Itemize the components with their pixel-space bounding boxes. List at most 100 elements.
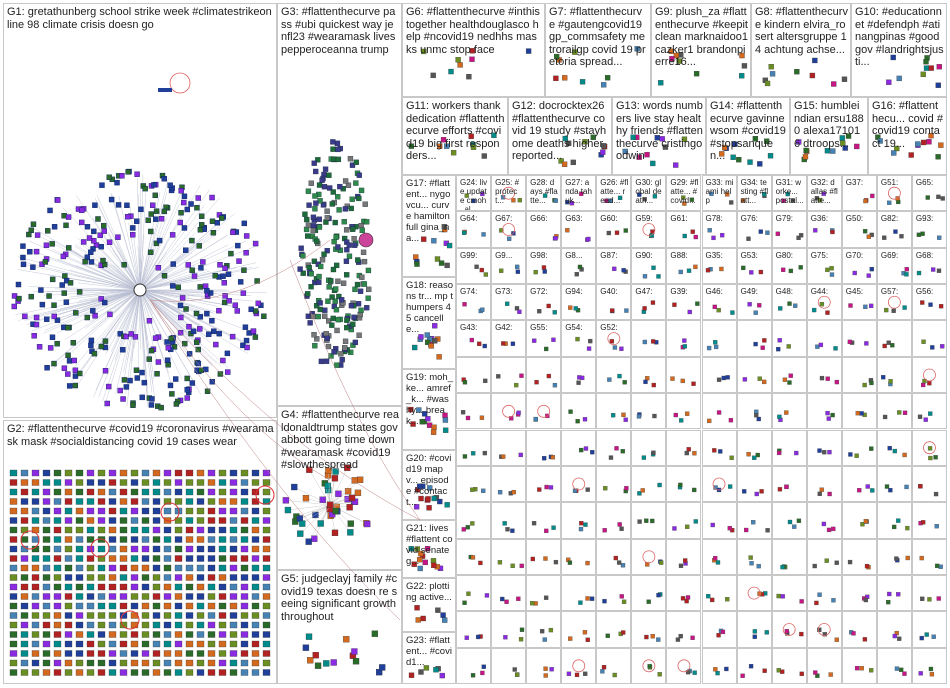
node — [177, 302, 184, 309]
node — [931, 634, 936, 639]
edge — [139, 205, 205, 291]
node — [97, 564, 106, 572]
node — [128, 331, 134, 337]
node — [833, 346, 838, 351]
node — [817, 592, 822, 597]
node — [553, 559, 559, 565]
mini-group-label: G76: — [740, 214, 758, 224]
node — [868, 303, 874, 309]
node — [432, 323, 438, 329]
node — [172, 376, 179, 382]
node — [34, 232, 41, 238]
node — [642, 197, 647, 202]
node — [189, 380, 196, 386]
node — [51, 360, 57, 367]
node — [31, 602, 40, 610]
edge — [139, 232, 196, 291]
node — [347, 529, 354, 536]
node — [462, 600, 467, 605]
node — [86, 235, 93, 241]
node — [49, 241, 55, 247]
node — [583, 671, 588, 676]
node — [928, 666, 934, 672]
mini-group-cell — [561, 647, 597, 684]
mini-group-cell — [596, 465, 632, 503]
node — [502, 521, 507, 526]
node — [262, 479, 271, 486]
node — [860, 522, 865, 527]
mini-group-label: G26: #flatte... read... — [600, 178, 629, 205]
node — [790, 198, 795, 203]
node — [240, 536, 249, 543]
node — [336, 207, 342, 213]
node — [152, 488, 161, 496]
node — [130, 488, 139, 496]
node — [60, 253, 67, 260]
node — [174, 621, 183, 629]
node — [824, 558, 829, 563]
mini-group-cell — [701, 465, 737, 503]
edge — [79, 289, 141, 374]
edge — [139, 174, 144, 291]
node — [308, 180, 314, 186]
node — [152, 631, 161, 638]
mini-group-label: G70: — [845, 250, 864, 260]
edge — [94, 248, 141, 291]
node — [204, 287, 210, 294]
node — [262, 574, 271, 581]
node — [51, 313, 57, 320]
node — [167, 182, 173, 188]
mini-group-cell — [596, 502, 632, 539]
node — [75, 612, 84, 619]
mini-group-cell: G25: #protect... — [491, 175, 527, 212]
node — [752, 629, 758, 634]
edge — [91, 289, 141, 329]
mini-group-cell — [911, 393, 947, 430]
node — [9, 669, 18, 676]
node — [20, 526, 29, 534]
node — [682, 338, 687, 343]
node — [431, 424, 437, 430]
node — [920, 231, 925, 236]
node — [97, 232, 103, 238]
node — [318, 358, 325, 365]
node — [622, 148, 628, 155]
mini-group-label: G44: — [810, 287, 829, 297]
node — [461, 527, 466, 532]
highlight-node — [572, 477, 586, 491]
node — [343, 272, 350, 278]
node — [562, 135, 568, 142]
node — [543, 346, 549, 352]
mini-group-cell — [771, 538, 807, 575]
node — [36, 344, 43, 350]
node — [531, 521, 537, 526]
node — [119, 517, 128, 524]
node — [53, 555, 62, 562]
node — [42, 545, 51, 553]
node — [240, 555, 249, 562]
node — [196, 517, 205, 524]
node — [514, 264, 520, 270]
edge — [139, 289, 145, 377]
node — [483, 378, 488, 384]
node — [706, 345, 712, 351]
edge — [139, 178, 169, 291]
node — [163, 659, 172, 667]
node — [229, 479, 238, 486]
node — [863, 198, 868, 204]
mini-group-cell — [876, 320, 912, 357]
edge — [309, 469, 331, 506]
node — [515, 672, 520, 677]
node — [839, 135, 845, 141]
node — [574, 672, 580, 678]
node — [762, 379, 767, 385]
mini-group-label: G47: — [635, 287, 653, 297]
node — [586, 236, 591, 242]
edge — [102, 289, 141, 351]
node — [578, 447, 584, 453]
node — [218, 574, 227, 581]
node — [75, 498, 84, 505]
node — [64, 526, 73, 534]
node — [49, 276, 56, 283]
edge — [139, 227, 222, 291]
